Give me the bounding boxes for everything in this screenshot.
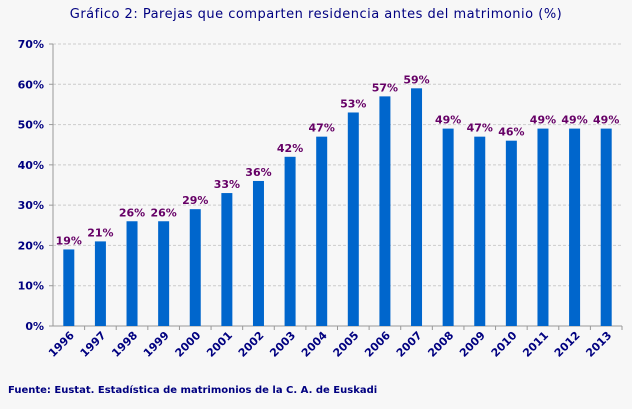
bar <box>158 221 170 326</box>
x-tick-label: 2005 <box>331 329 362 360</box>
bar <box>569 128 581 326</box>
data-label: 29% <box>182 194 208 207</box>
x-tick-label: 2010 <box>489 329 520 360</box>
data-label: 47% <box>309 122 335 135</box>
data-label: 33% <box>214 178 240 191</box>
bar <box>63 249 75 326</box>
x-tick-label: 2011 <box>520 329 551 360</box>
x-tick-label: 1998 <box>109 329 140 360</box>
chart-title: Gráfico 2: Parejas que comparten residen… <box>69 7 563 22</box>
y-tick-label: 30% <box>18 199 44 212</box>
x-tick-label: 2000 <box>173 329 204 360</box>
x-tick-label: 1999 <box>141 329 172 360</box>
x-tick-label: 2009 <box>457 329 488 360</box>
data-label: 21% <box>87 226 113 239</box>
x-tick-label: 1997 <box>78 329 109 360</box>
bar <box>474 136 486 326</box>
data-label: 36% <box>245 166 271 179</box>
y-tick-label: 60% <box>18 78 44 91</box>
bar <box>189 209 201 326</box>
bar <box>411 88 423 326</box>
x-tick-label: 2013 <box>583 329 614 360</box>
bar <box>347 112 359 326</box>
x-tick-label: 2002 <box>236 329 267 360</box>
x-tick-label: 2012 <box>552 329 583 360</box>
bar <box>316 136 328 326</box>
data-label: 53% <box>340 97 366 110</box>
data-label: 59% <box>403 73 429 86</box>
y-tick-label: 40% <box>18 159 44 172</box>
x-tick-label: 1996 <box>46 329 77 360</box>
bar <box>284 156 296 326</box>
bar <box>600 128 612 326</box>
bar <box>379 96 391 326</box>
bar <box>442 128 454 326</box>
y-tick-label: 70% <box>18 38 44 51</box>
y-tick-label: 20% <box>18 239 44 252</box>
chart-source: Fuente: Eustat. Estadística de matrimoni… <box>8 385 378 396</box>
data-label: 49% <box>593 114 619 127</box>
y-tick-label: 50% <box>18 119 44 132</box>
x-tick-label: 2007 <box>394 329 425 360</box>
x-tick-label: 2004 <box>299 329 330 360</box>
data-label: 19% <box>56 234 82 247</box>
bar <box>94 241 106 326</box>
bar <box>126 221 138 326</box>
data-label: 42% <box>277 142 303 155</box>
data-label: 46% <box>498 126 524 139</box>
data-label: 26% <box>119 206 145 219</box>
x-tick-label: 2008 <box>425 329 456 360</box>
y-tick-label: 10% <box>18 280 44 293</box>
data-label: 49% <box>530 114 556 127</box>
x-tick-label: 2003 <box>267 329 298 360</box>
x-tick-label: 2001 <box>204 329 235 360</box>
bar <box>537 128 549 326</box>
x-tick-label: 2006 <box>362 329 393 360</box>
data-label: 47% <box>467 122 493 135</box>
data-label: 26% <box>150 206 176 219</box>
data-label: 57% <box>372 81 398 94</box>
bar <box>252 180 264 326</box>
data-label: 49% <box>435 114 461 127</box>
data-label: 49% <box>561 114 587 127</box>
bar <box>221 193 233 326</box>
bar <box>505 140 517 326</box>
y-tick-label: 0% <box>25 320 44 333</box>
